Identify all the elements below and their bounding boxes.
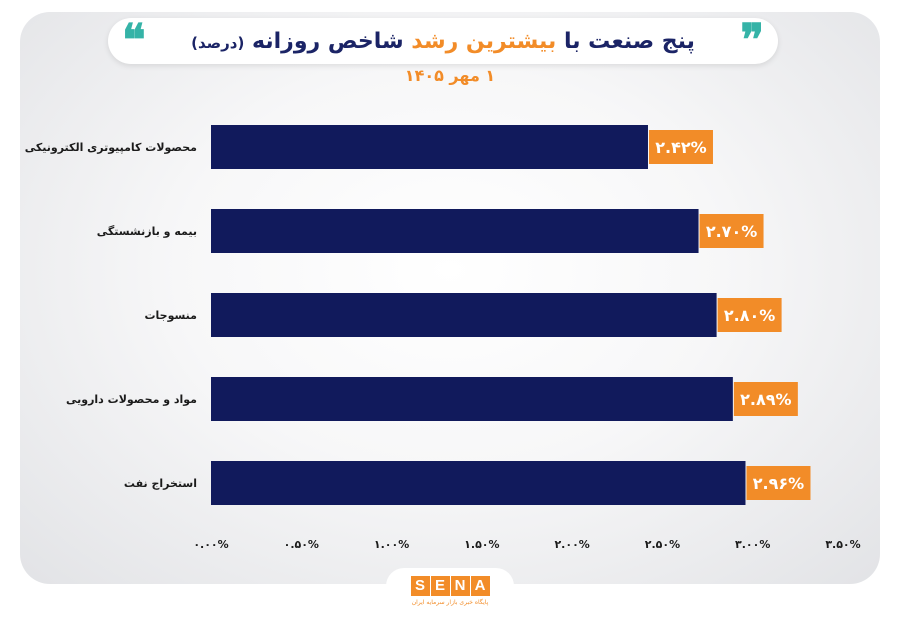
logo-letter: E <box>430 576 450 596</box>
value-label: ۲.۴۲% <box>655 138 706 157</box>
category-label: منسوجات <box>144 309 197 322</box>
x-tick-label: ۳.۵۰% <box>825 538 860 551</box>
value-label: ۲.۸۰% <box>724 306 775 325</box>
title-highlight: بیشترین رشد <box>411 28 557 54</box>
open-quote-icon: ❞ <box>740 15 764 66</box>
bar <box>211 209 699 253</box>
category-label: بیمه و بازنشستگی <box>97 225 197 238</box>
bar <box>211 293 717 337</box>
bar <box>211 377 733 421</box>
x-tick-label: ۱.۵۰% <box>464 538 499 551</box>
title-unit: (درصد) <box>191 33 245 52</box>
logo-letter: N <box>450 576 470 596</box>
value-label-box <box>699 214 764 248</box>
value-label-box <box>746 466 811 500</box>
category-label: محصولات کامپیوتری الکترونیکی <box>25 141 197 154</box>
close-quote-icon: ❝ <box>122 15 146 66</box>
bar <box>211 125 648 169</box>
x-tick-label: ۰.۵۰% <box>284 538 319 551</box>
value-label-box <box>648 130 713 164</box>
value-label: ۲.۹۶% <box>753 474 804 493</box>
chart-title: پنج صنعت با بیشترین رشد شاخص روزانه (درص… <box>191 29 695 54</box>
chart-subtitle: ۱ مهر ۱۴۰۵ <box>404 66 496 85</box>
x-tick-label: ۲.۵۰% <box>645 538 680 551</box>
value-label: ۲.۸۹% <box>740 390 791 409</box>
x-tick-label: ۰.۰۰% <box>193 538 228 551</box>
x-tick-label: ۱.۰۰% <box>374 538 409 551</box>
value-label-box <box>733 382 798 416</box>
value-label-box <box>717 298 782 332</box>
title-part1: پنج صنعت با <box>563 28 695 54</box>
title-part2: شاخص روزانه <box>252 28 404 54</box>
x-tick-label: ۳.۰۰% <box>735 538 770 551</box>
logo-letter: S <box>410 576 430 596</box>
logo-tagline: پایگاه خبری بازار سرمایه ایران <box>411 599 489 606</box>
x-tick-label: ۲.۰۰% <box>554 538 589 551</box>
category-label: مواد و محصولات دارویی <box>66 393 197 406</box>
bar <box>211 461 746 505</box>
category-label: استخراج نفت <box>124 477 197 491</box>
logo-letter: A <box>470 576 490 596</box>
value-label: ۲.۷۰% <box>706 222 757 241</box>
title-banner: ❞ پنج صنعت با بیشترین رشد شاخص روزانه (د… <box>108 18 778 64</box>
